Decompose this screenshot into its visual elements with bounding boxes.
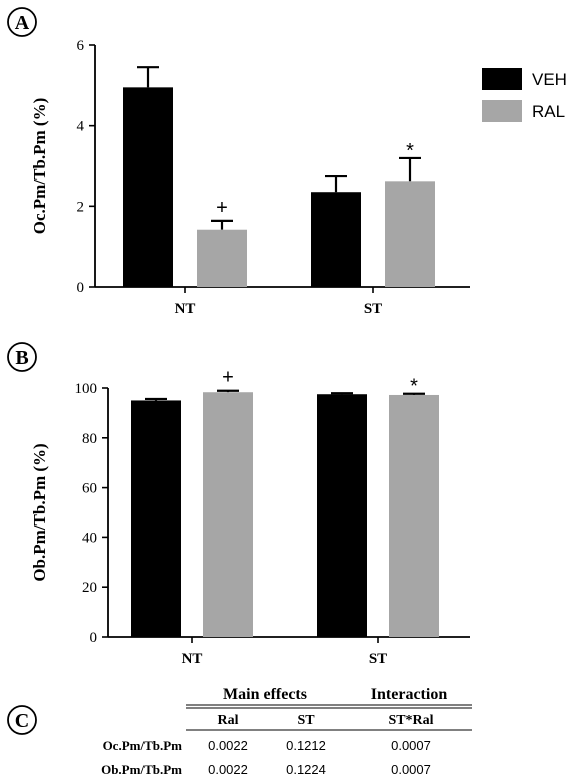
y-axis-label: Oc.Pm/Tb.Pm (%) <box>30 98 49 234</box>
y-tick-label: 80 <box>82 431 97 447</box>
y-tick-label: 60 <box>82 481 97 497</box>
y-tick-label: 0 <box>90 630 98 646</box>
panel-letter: A <box>15 12 30 34</box>
table-column-header: ST*Ral <box>388 713 433 728</box>
panel-letter: B <box>15 347 28 369</box>
x-tick-label: NT <box>182 651 203 667</box>
panel-letter-circle <box>7 7 37 37</box>
stats-table: C Main effects Interaction Ral ST ST*Ral Oc.Pm… <box>7 686 472 777</box>
y-tick-label: 4 <box>77 119 85 135</box>
significance-marker: * <box>406 140 414 162</box>
bar-veh-nt <box>131 400 181 637</box>
table-row-label: Ob.Pm/Tb.Pm <box>101 762 182 777</box>
table-column-header: ST <box>297 713 315 728</box>
table-column-header: Ral <box>218 713 239 728</box>
y-axis-label: Ob.Pm/Tb.Pm (%) <box>30 443 49 581</box>
table-row-label: Oc.Pm/Tb.Pm <box>103 738 183 753</box>
bar-veh-nt <box>123 87 173 287</box>
panel-letter: C <box>15 710 29 732</box>
x-tick-label: ST <box>364 301 382 317</box>
table-cell: 0.0007 <box>391 738 431 753</box>
bar-ral-nt <box>197 229 247 287</box>
chart-legend: VEH RAL <box>482 68 566 122</box>
x-tick-label: ST <box>369 651 387 667</box>
bar-veh-st <box>311 192 361 287</box>
y-tick-label: 0 <box>77 280 85 296</box>
x-tick-label: NT <box>175 301 196 317</box>
legend-label-ral: RAL <box>532 102 565 121</box>
legend-swatch-veh <box>482 68 522 90</box>
bar-ral-nt <box>203 392 253 637</box>
bar-ral-st <box>385 181 435 287</box>
table-cell: 0.0022 <box>208 762 248 777</box>
legend-swatch-ral <box>482 100 522 122</box>
y-tick-label: 2 <box>77 199 85 215</box>
table-cell: 0.1224 <box>286 762 326 777</box>
table-cell: 0.1212 <box>286 738 326 753</box>
bar-ral-st <box>389 394 439 637</box>
table-cell: 0.0007 <box>391 762 431 777</box>
y-tick-label: 6 <box>77 38 85 54</box>
significance-marker: + <box>216 197 228 219</box>
table-cell: 0.0022 <box>208 738 248 753</box>
y-tick-label: 40 <box>82 530 97 546</box>
significance-marker: + <box>222 367 234 389</box>
y-tick-label: 100 <box>75 381 98 397</box>
chart-panel-b: B 0 20 40 60 80 100 Ob.Pm/Tb.Pm (%) NT ST + * <box>7 342 470 667</box>
y-tick-label: 20 <box>82 580 97 596</box>
significance-marker: * <box>410 376 418 398</box>
legend-label-veh: VEH <box>532 70 566 89</box>
panel-letter-circle <box>7 705 37 735</box>
bar-veh-st <box>317 394 367 637</box>
table-header-main-effects: Main effects <box>223 686 307 703</box>
table-header-interaction: Interaction <box>371 686 448 703</box>
chart-panel-a: A 0 2 4 6 Oc.Pm/Tb.Pm (%) NT ST + * <box>7 7 470 317</box>
panel-letter-circle <box>7 342 37 372</box>
